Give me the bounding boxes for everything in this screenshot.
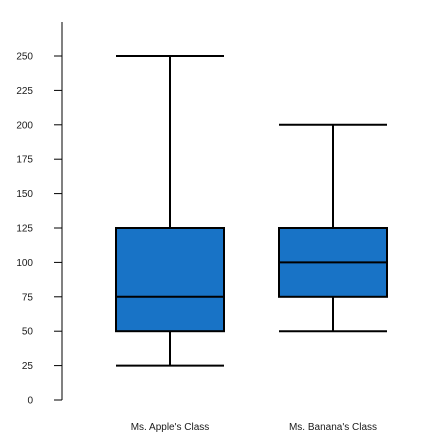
y-tick-label: 150 [16,189,33,200]
y-tick-label: 50 [22,327,34,338]
y-tick-label: 250 [16,52,33,63]
y-tick-label: 200 [16,120,33,131]
box-plot-item [278,123,388,333]
y-tick-label: 75 [22,292,34,303]
category-labels: Ms. Apple's Class Ms. Banana's Class [131,422,377,433]
y-tick-label: 25 [22,361,34,372]
y-tick-label: 175 [16,155,33,166]
category-label: Ms. Banana's Class [289,422,377,433]
y-tick-label: 225 [16,86,33,97]
y-axis: 0 25 50 75 100 125 150 175 200 225 250 [16,22,63,407]
box-plot-item [115,55,225,367]
y-tick-label: 125 [16,224,33,235]
category-label: Ms. Apple's Class [131,422,210,433]
box-series [115,55,388,367]
iqr-box [115,227,225,333]
y-tick-label: 100 [16,258,33,269]
y-tick-label: 0 [27,396,33,407]
